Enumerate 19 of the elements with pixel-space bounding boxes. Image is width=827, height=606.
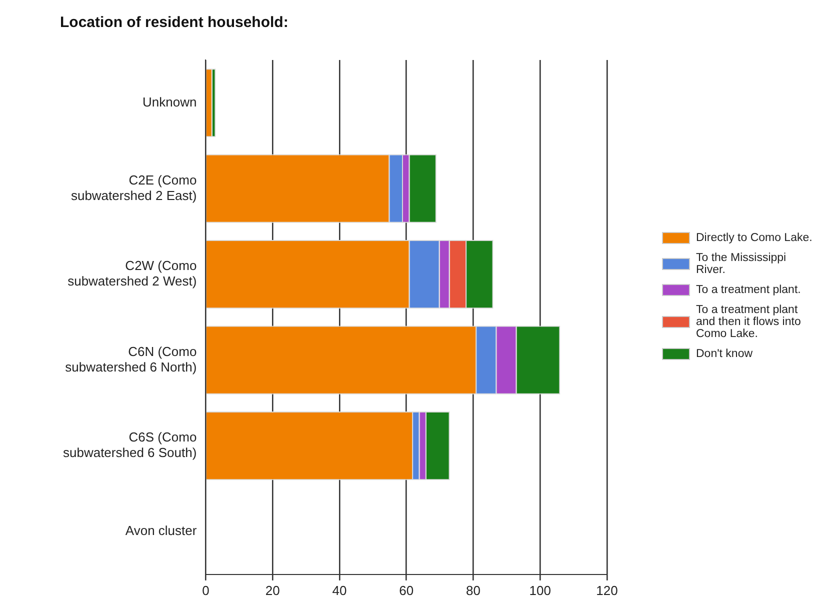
x-tick-label: 40 (332, 582, 347, 598)
chart-title: Location of resident household: (60, 14, 288, 32)
legend-label: To the Mississippi River. (696, 252, 788, 276)
x-tick-label: 60 (399, 582, 414, 598)
x-tick-label: 120 (596, 582, 618, 598)
x-tick-label: 100 (529, 582, 551, 598)
y-tick-label: C2E (Como subwatershed 2 East) (70, 172, 197, 203)
x-tick-label: 0 (202, 582, 210, 598)
legend-label: To a treatment plant and then it flows into Como Lake. (696, 304, 802, 340)
y-tick-label: C2W (Como subwatershed 2 West) (68, 258, 197, 289)
y-tick-label: Unknown (142, 94, 197, 110)
legend-label: Don't know (696, 348, 754, 360)
y-tick-label: C6S (Como subwatershed 6 South) (62, 430, 197, 460)
x-tick-label: 20 (265, 582, 280, 598)
legend-label: Directly to Como Lake. (696, 232, 814, 244)
y-tick-label: Avon cluster (125, 523, 198, 538)
x-tick-label: 80 (466, 582, 480, 598)
y-tick-label: C6N (Como subwatershed 6 North) (65, 344, 197, 374)
legend-label: To a treatment plant. (696, 284, 802, 296)
